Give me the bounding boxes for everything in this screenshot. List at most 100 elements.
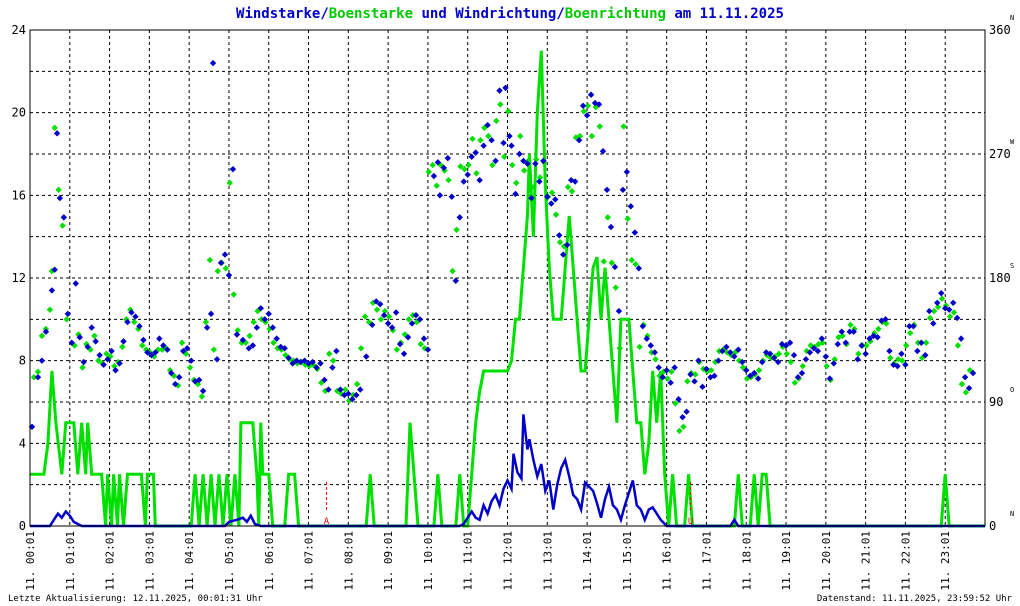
wind-direction-point — [136, 323, 143, 330]
wind-direction-point — [349, 396, 356, 403]
wind-direction-point — [699, 383, 706, 391]
gust-direction-point — [202, 318, 210, 326]
title-sep2: / — [556, 6, 564, 22]
gust-direction-point — [568, 188, 576, 195]
gust-direction-point — [906, 329, 914, 337]
gust-direction-point — [517, 132, 524, 140]
gust-direction-point — [791, 379, 798, 386]
gust-direction-point — [425, 168, 432, 176]
wind-direction-point — [281, 345, 288, 352]
x-tick-label: 11. 20:01 — [820, 531, 833, 591]
wind-direction-point — [329, 364, 336, 371]
wind-direction-point — [233, 331, 241, 338]
wind-direction-point — [894, 362, 901, 370]
wind-direction-point — [691, 378, 698, 385]
gust-direction-point — [505, 108, 512, 115]
wind-direction-point — [456, 214, 463, 221]
wind-direction-point — [392, 309, 400, 316]
wind-direction-point — [357, 386, 364, 393]
x-tick-label: 11. 18:01 — [740, 531, 753, 591]
x-tick-label: 11. 13:01 — [541, 531, 554, 591]
gust-direction-point — [552, 211, 560, 218]
wind-direction-point — [953, 314, 961, 322]
wind-direction-point — [209, 59, 217, 67]
wind-direction-point — [965, 385, 973, 392]
wind-direction-point — [922, 351, 929, 359]
gust-direction-point — [38, 332, 46, 340]
gust-direction-point — [708, 367, 715, 374]
wind-direction-point — [595, 101, 603, 108]
gust-direction-point — [119, 343, 126, 351]
gust-direction-point — [632, 261, 639, 268]
x-tick-label: 11. 15:01 — [621, 531, 634, 591]
wind-direction-point — [882, 316, 889, 323]
gust-direction-point — [242, 339, 249, 346]
wind-direction-point — [472, 149, 479, 156]
wind-direction-point — [120, 338, 127, 345]
wind-direction-point — [187, 357, 195, 364]
wind-direction-point — [152, 349, 159, 356]
wind-direction-point — [160, 342, 167, 349]
x-tick-label: 11. 07:01 — [303, 531, 316, 591]
wind-direction-point — [563, 241, 571, 249]
wind-direction-point — [942, 305, 949, 312]
wind-direction-point — [910, 323, 917, 330]
wind-direction-point — [739, 358, 746, 366]
gust-direction-point — [652, 356, 659, 363]
gust-direction-point — [170, 372, 178, 380]
wind-direction-point — [898, 350, 905, 357]
y-right-tick-label: 360 — [989, 23, 1011, 37]
wind-direction-point — [380, 312, 388, 319]
y-left-tick-label: 0 — [19, 519, 26, 533]
wind-direction-point — [496, 87, 503, 94]
gust-direction-point — [326, 350, 333, 357]
wind-direction-point — [548, 200, 555, 207]
wind-direction-point — [76, 334, 83, 341]
wind-direction-point — [345, 390, 352, 397]
gust-direction-point — [449, 267, 456, 275]
gust-direction-point — [91, 332, 98, 340]
wind-direction-point — [500, 139, 507, 147]
wind-direction-point — [727, 349, 734, 356]
gust-direction-point — [899, 357, 906, 364]
wind-direction-point — [265, 310, 272, 318]
x-tick-label: 11. 05:01 — [223, 531, 236, 591]
wind-direction-point — [926, 307, 933, 315]
wind-direction-point — [452, 277, 459, 284]
wind-direction-point — [440, 164, 448, 171]
plot-frame-layer — [29, 29, 986, 527]
gust-direction-point — [887, 354, 894, 362]
wind-direction-point — [961, 374, 969, 381]
wind-direction-point — [128, 309, 135, 316]
wind-direction-point — [886, 347, 893, 355]
wind-direction-point — [512, 190, 519, 198]
wind-direction-point — [321, 376, 328, 384]
wind-direction-point — [818, 335, 826, 342]
x-tick-label: 11. 21:01 — [860, 531, 873, 591]
wind-direction-point — [313, 364, 320, 371]
wind-direction-point — [156, 335, 163, 342]
title-gust-direction: Boenrichtung — [565, 6, 666, 22]
wind-direction-point — [42, 328, 50, 335]
wind-direction-point — [723, 343, 730, 351]
wind-direction-point — [488, 137, 495, 144]
grid-layer — [30, 30, 985, 526]
wind-direction-point — [619, 186, 627, 194]
gust-direction-point — [815, 340, 822, 348]
wind-direction-point — [754, 375, 762, 382]
wind-direction-point — [850, 328, 857, 335]
gust-direction-point — [473, 170, 480, 177]
wind-direction-point — [814, 347, 822, 355]
wind-direction-point — [369, 321, 376, 329]
wind-direction-point — [404, 334, 412, 341]
wind-direction-point — [108, 347, 115, 355]
gust-direction-point — [954, 342, 962, 349]
gust-direction-point — [51, 124, 58, 132]
gust-direction-point — [668, 368, 675, 375]
gust-direction-point — [381, 307, 389, 315]
wind-direction-point — [92, 338, 99, 345]
wind-direction-point — [587, 91, 595, 98]
wind-direction-point — [631, 229, 639, 236]
x-tick-label: 11. 23:01 — [939, 531, 952, 591]
